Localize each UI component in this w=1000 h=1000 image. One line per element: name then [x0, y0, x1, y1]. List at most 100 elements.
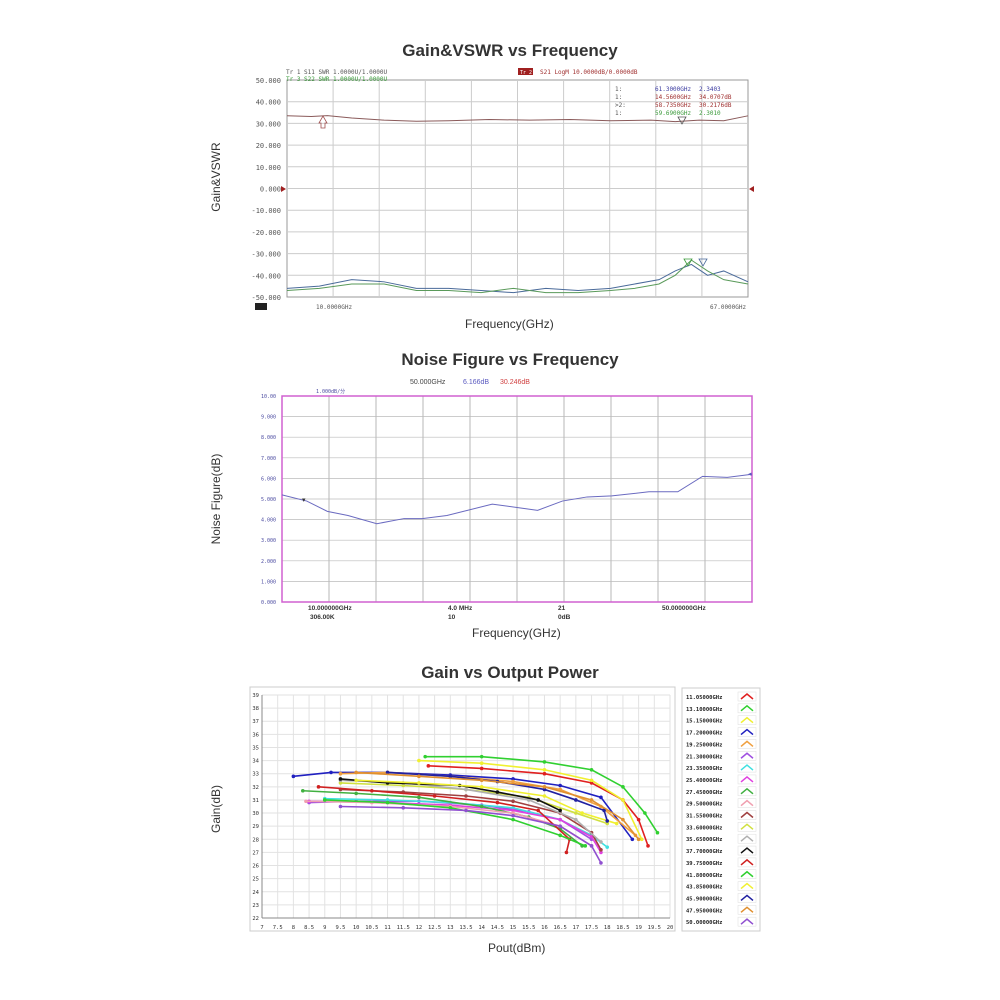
chart3-data-point	[495, 800, 500, 805]
chart3-xtick-label: 13.5	[459, 925, 472, 931]
chart3-xtick-label: 20	[667, 925, 674, 931]
chart2-ytick-label: 0.000	[261, 600, 276, 606]
chart3-data-point	[479, 766, 484, 771]
chart2-bottom-label-top: 50.000000GHz	[662, 605, 706, 612]
chart3-data-point	[574, 811, 578, 815]
chart3-xtick-label: 14.5	[491, 925, 504, 931]
chart1-marker-value: 2.3403	[699, 86, 721, 93]
chart1-xlabel: Frequency(GHz)	[465, 317, 554, 331]
chart3-data-point	[304, 799, 308, 804]
chart3-legend-swatch	[737, 869, 757, 879]
chart3-legend-line-icon	[740, 882, 754, 890]
chart3-data-point	[639, 837, 644, 842]
chart3-legend-line-icon	[740, 870, 754, 878]
chart3-legend-label: 19.25000GHz	[686, 742, 722, 748]
chart3-legend-line-icon	[740, 799, 754, 807]
chart3-data-point	[479, 754, 484, 759]
chart3-legend-line-icon	[740, 858, 754, 866]
chart3-legend-line-icon	[740, 906, 754, 913]
chart3-legend-line-icon	[740, 918, 754, 925]
chart3-data-point	[479, 761, 484, 766]
chart1-marker-freq: 61.3000GHz	[655, 86, 692, 93]
chart1-trace-label-s21: S21 LogM 10.0000dB/0.0000dB	[540, 69, 638, 76]
chart3-legend-swatch	[737, 845, 757, 856]
chart2-bottom-label-top: 4.0 MHz	[448, 605, 473, 612]
chart3-data-point	[432, 794, 437, 798]
chart3-legend-label: 29.50000GHz	[686, 802, 722, 808]
chart3-legend-swatch	[737, 762, 757, 773]
chart3-data-point	[354, 791, 358, 796]
chart1-channel-indicator	[255, 303, 267, 310]
chart1-ytick-label: -50.000	[251, 294, 281, 302]
chart3-ytick-label: 38	[252, 706, 259, 712]
chart1-x-stop-label: 67.0000GHz	[710, 304, 747, 311]
chart1-marker-value: 2.3010	[699, 110, 721, 117]
chart3-ytick-label: 35	[252, 745, 259, 751]
chart3-data-point	[542, 787, 547, 792]
chart3-data-point	[426, 764, 431, 768]
chart3-xtick-label: 12.5	[428, 925, 441, 931]
chart3-data-point	[354, 770, 358, 775]
chart3-data-point	[322, 798, 327, 802]
chart3-ytick-label: 28	[252, 837, 259, 843]
chart1-marker-arrow-icon	[677, 116, 687, 125]
chart2-ytick-label: 9.000	[261, 415, 276, 421]
chart3-xtick-label: 16	[541, 925, 548, 931]
chart1-series-s21	[286, 115, 749, 123]
chart3-ytick-label: 37	[252, 719, 259, 725]
chart3-data-point	[536, 798, 540, 802]
chart3-series-15-15000ghz	[418, 759, 643, 840]
chart3-ytick-label: 26	[252, 864, 259, 870]
chart3-legend-line-icon	[740, 775, 754, 783]
chart3-legend-swatch	[737, 715, 757, 725]
chart3-legend-swatch	[737, 751, 757, 761]
chart3-xtick-label: 7.5	[273, 925, 283, 931]
chart2-ytick-label: 5.000	[261, 497, 276, 503]
chart3-ytick-label: 30	[252, 811, 259, 817]
chart3-legend-label: 11.05000GHz	[686, 695, 722, 701]
chart3-xtick-label: 12	[416, 925, 423, 931]
chart1-ytick-label: -40.000	[251, 272, 281, 280]
chart3-xtick-label: 13	[447, 925, 454, 931]
chart3-xtick-label: 14	[478, 925, 485, 931]
chart3-data-point	[329, 770, 333, 775]
chart3-data-point	[338, 771, 343, 776]
chart3-xtick-label: 16.5	[554, 925, 567, 931]
chart3-data-point	[599, 861, 603, 865]
chart3-xlabel: Pout(dBm)	[488, 941, 546, 955]
chart3-data-point	[621, 798, 625, 802]
chart2-plot-border	[281, 395, 753, 603]
chart2-bottom-label-top: 10.000000GHz	[308, 605, 352, 612]
chart3-ytick-label: 31	[252, 798, 259, 804]
chart1-trace-label-s11: Tr 1 S11 SWR 1.0000U/1.0000U	[286, 69, 388, 76]
chart3-legend-label: 23.35000GHz	[686, 766, 722, 772]
chart3-legend-label: 35.65000GHz	[686, 837, 722, 843]
chart3-legend-line-icon	[740, 894, 754, 902]
chart3-xtick-label: 10	[353, 925, 360, 931]
chart3-legend-label: 15.15000GHz	[686, 719, 722, 725]
chart3-legend-swatch	[737, 691, 757, 702]
chart3-data-point	[542, 771, 547, 776]
chart3-data-point	[605, 819, 610, 823]
chart3-legend-label: 37.70000GHz	[686, 849, 722, 855]
chart3-data-point	[621, 785, 625, 789]
chart3-data-point	[599, 795, 603, 800]
chart3-data-point	[643, 811, 647, 815]
chart3-title: Gain vs Output Power	[421, 663, 599, 682]
chart3-data-point	[511, 811, 515, 815]
chart3-data-point	[417, 774, 421, 779]
chart1-marker-id: >2:	[615, 102, 626, 109]
chart3-series-41-80000ghz	[324, 799, 586, 847]
chart3-legend-label: 33.60000GHz	[686, 825, 722, 831]
chart3-data-point	[542, 760, 547, 764]
chart3-ytick-label: 34	[252, 759, 259, 765]
chart2-bottom-label-bottom: 10	[448, 614, 456, 621]
chart3-legend-swatch	[737, 774, 757, 785]
chart3-xtick-label: 11	[384, 925, 391, 931]
chart3-data-point	[636, 837, 641, 842]
chart1-marker-freq: 14.5600GHz	[655, 94, 692, 101]
chart3-data-point	[655, 830, 660, 835]
chart3-data-point	[401, 806, 406, 810]
chart3-data-point	[495, 790, 500, 794]
chart3-data-point	[646, 844, 650, 848]
